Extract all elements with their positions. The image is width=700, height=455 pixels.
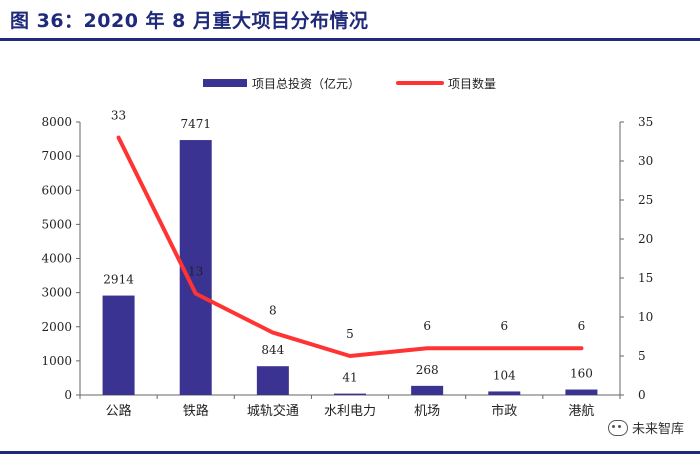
line-data-label: 13 xyxy=(188,265,203,279)
figure-title: 图 36：2020 年 8 月重大项目分布情况 xyxy=(10,10,369,32)
x-tick-label: 公路 xyxy=(106,403,132,419)
bar-data-label: 41 xyxy=(342,371,357,385)
x-tick-label: 港航 xyxy=(568,403,594,419)
bar xyxy=(102,295,135,395)
legend-bar-swatch xyxy=(203,79,247,87)
series-line xyxy=(116,135,584,358)
y-right-tick-label: 35 xyxy=(638,115,653,129)
y-right-tick-label: 10 xyxy=(638,310,653,324)
watermark-text: 未来智库 xyxy=(632,422,685,437)
bar-data-label: 104 xyxy=(493,368,516,382)
x-tick-label: 机场 xyxy=(414,404,440,419)
line-data-label: 6 xyxy=(500,319,508,333)
x-tick-label: 城轨交通 xyxy=(247,403,299,419)
legend-line-label: 项目数量 xyxy=(448,76,496,91)
bar-data-label: 160 xyxy=(570,367,593,381)
y-left-tick-label: 1000 xyxy=(41,354,72,368)
wechat-icon xyxy=(608,419,628,436)
bar-data-label: 844 xyxy=(261,343,284,357)
legend-bar-label: 项目总投资（亿元） xyxy=(252,76,360,91)
line-data-label: 6 xyxy=(423,319,431,333)
y-right-tick-label: 0 xyxy=(638,388,646,402)
bar-data-label: 268 xyxy=(416,363,439,377)
y-left-tick-label: 3000 xyxy=(41,286,72,300)
y-right-tick-label: 25 xyxy=(638,193,653,207)
bar-data-label: 7471 xyxy=(180,117,211,131)
x-tick-label: 市政 xyxy=(491,403,517,419)
y-right-tick-label: 30 xyxy=(638,154,653,168)
bar xyxy=(488,391,521,395)
line-data-label: 6 xyxy=(578,319,586,333)
y-left-tick-label: 0 xyxy=(64,388,72,402)
line-data-label: 8 xyxy=(269,304,277,318)
y-left-tick-label: 6000 xyxy=(41,183,72,197)
line-data-label: 33 xyxy=(111,109,126,123)
bar xyxy=(334,393,366,395)
y-left-tick-label: 2000 xyxy=(41,320,72,334)
y-left-tick-label: 5000 xyxy=(41,217,72,231)
x-tick-label: 水利电力 xyxy=(324,404,376,419)
bar xyxy=(411,385,444,395)
watermark: 未来智库 xyxy=(608,418,684,437)
title-divider xyxy=(0,38,700,41)
y-right-tick-label: 5 xyxy=(638,349,646,363)
bar xyxy=(256,366,289,395)
bottom-divider xyxy=(0,451,700,454)
y-right-tick-label: 15 xyxy=(638,271,653,285)
bar-data-label: 2914 xyxy=(103,273,134,287)
y-right-tick-label: 20 xyxy=(638,232,653,246)
line-data-label: 5 xyxy=(346,327,354,341)
x-tick-label: 铁路 xyxy=(183,403,209,419)
y-left-tick-label: 8000 xyxy=(41,115,72,129)
y-left-tick-label: 4000 xyxy=(41,252,72,266)
y-left-tick-label: 7000 xyxy=(41,149,72,163)
bar xyxy=(565,389,598,395)
